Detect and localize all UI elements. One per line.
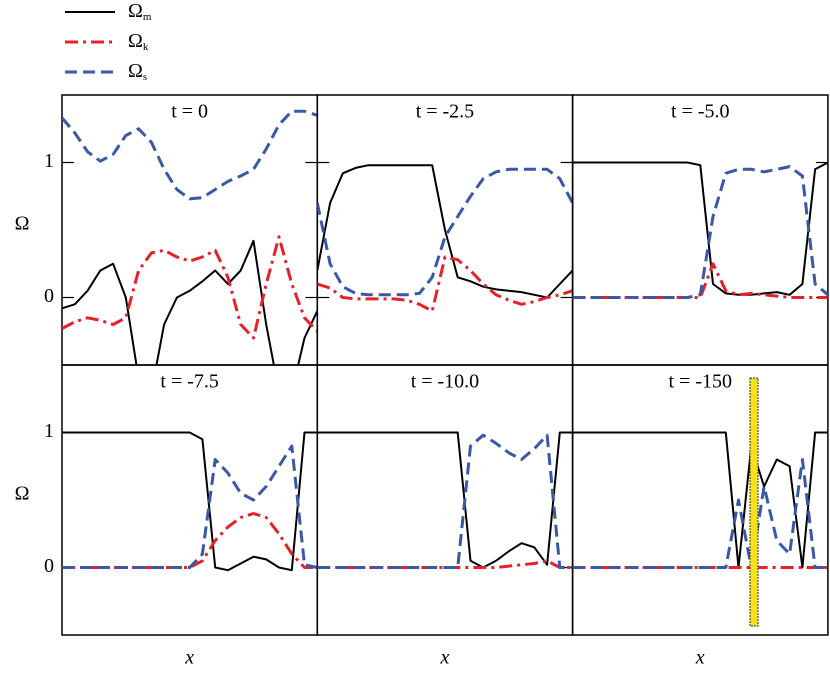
x-axis-label: x	[440, 647, 450, 669]
plot-frame	[316, 364, 574, 636]
series-line	[317, 431, 573, 569]
panel: t = -150 x	[571, 364, 829, 669]
series-line	[572, 458, 828, 569]
series-line	[317, 559, 573, 569]
series-line	[572, 161, 828, 296]
series-line	[62, 431, 318, 572]
y-tick-label: 1	[44, 420, 54, 442]
plot-frame	[61, 364, 319, 636]
series-line	[62, 512, 318, 569]
panel: 0 1 t = -7.5 Ωx	[15, 364, 319, 669]
series-line	[62, 235, 318, 340]
series-line	[572, 165, 828, 299]
series-line	[317, 255, 573, 313]
legend-label: Ωk	[128, 30, 149, 53]
plot-frame	[571, 94, 829, 366]
panel: 0 1 t = 0 Ω	[15, 94, 319, 366]
panel-title: t = -150	[669, 371, 733, 393]
x-axis-label: x	[695, 647, 705, 669]
series-line	[572, 262, 828, 299]
series-line	[62, 444, 318, 569]
legend-label: Ωs	[128, 60, 147, 83]
series-line	[317, 164, 573, 299]
series-line	[62, 239, 318, 365]
series-line	[62, 109, 318, 201]
plot-frame	[61, 94, 319, 366]
y-axis-label: Ω	[15, 213, 30, 235]
legend-label: Ωm	[128, 0, 152, 23]
plot-frame	[571, 364, 829, 636]
panel: t = -2.5	[316, 94, 574, 366]
x-axis-label: x	[184, 647, 194, 669]
highlight-bar	[749, 377, 759, 627]
legend: Ωm Ωk Ωs	[65, 0, 152, 83]
panel-title: t = 0	[171, 101, 208, 123]
series-line	[317, 433, 573, 569]
y-axis-label: Ω	[15, 483, 30, 505]
panel-title: t = -10.0	[411, 371, 480, 393]
series-line	[572, 431, 828, 569]
y-tick-label: 0	[44, 285, 54, 307]
series-line	[317, 167, 573, 297]
panel-title: t = -5.0	[671, 101, 730, 123]
panel: t = -5.0	[571, 94, 829, 366]
panel: t = -10.0 x	[316, 364, 574, 669]
panel-title: t = -7.5	[160, 371, 219, 393]
y-tick-label: 0	[44, 555, 54, 577]
panel-title: t = -2.5	[416, 101, 475, 123]
y-tick-label: 1	[44, 150, 54, 172]
